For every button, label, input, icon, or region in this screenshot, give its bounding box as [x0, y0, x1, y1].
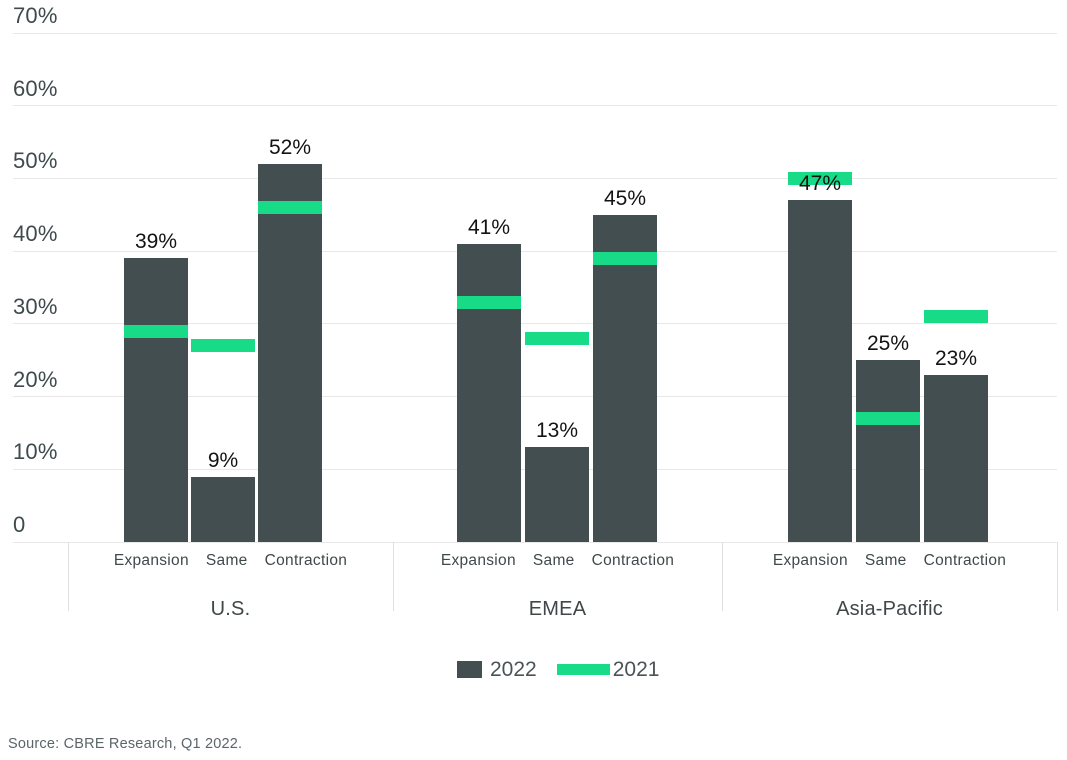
bar-value-label: 47% — [798, 172, 842, 196]
marker-2021-contraction — [593, 251, 657, 265]
gridline — [13, 177, 1057, 179]
gridline — [13, 541, 1057, 543]
group-separator — [393, 542, 394, 611]
marker-2021-expansion — [457, 295, 521, 309]
bar-value-label: 41% — [467, 215, 511, 239]
legend-swatch-2022 — [457, 661, 482, 678]
y-axis-label: 0 — [13, 512, 26, 537]
category-label: Same — [864, 552, 907, 569]
marker-2021-expansion — [788, 171, 852, 185]
group-label: EMEA — [528, 598, 587, 620]
group-label: Asia-Pacific — [836, 598, 943, 620]
bar-value-label: 25% — [866, 332, 910, 356]
y-axis-label: 30% — [13, 293, 58, 319]
category-label: Contraction — [591, 552, 675, 569]
bar-2022-contraction — [593, 214, 657, 542]
bar-2022-expansion — [788, 200, 852, 542]
bar-2022-same — [856, 360, 920, 542]
legend-item-2021: 2021 — [556, 658, 660, 681]
marker-2021-same — [856, 411, 920, 425]
category-label: Same — [205, 552, 248, 569]
gridline — [13, 396, 1057, 398]
bar-2022-same — [191, 476, 255, 542]
legend-item-2022: 2022 — [457, 658, 537, 681]
gridline — [13, 323, 1057, 325]
bar-value-label: 52% — [268, 135, 312, 159]
category-label: Same — [532, 552, 575, 569]
bar-value-label: 23% — [934, 346, 978, 370]
bar-2022-contraction — [924, 374, 988, 542]
marker-2021-same — [191, 339, 255, 353]
bar-2022-same — [525, 447, 589, 542]
y-axis-label: 60% — [13, 75, 58, 101]
legend-swatch-2021 — [556, 664, 610, 675]
marker-2021-expansion — [124, 324, 188, 338]
marker-2021-contraction — [924, 310, 988, 324]
category-label: Expansion — [440, 552, 516, 569]
marker-2021-contraction — [258, 201, 322, 214]
group-separator — [1057, 542, 1058, 611]
bar-2022-contraction — [258, 163, 322, 542]
bar-2022-expansion — [124, 258, 188, 542]
group-label: U.S. — [210, 598, 251, 620]
category-label-row: Expansion Same Contraction — [68, 552, 393, 570]
gridline — [13, 105, 1057, 107]
y-axis-label: 10% — [13, 439, 58, 465]
category-label: Contraction — [923, 552, 1007, 569]
group-separator — [722, 542, 723, 611]
group-separator — [68, 542, 69, 611]
category-label: Contraction — [264, 552, 348, 569]
y-axis-label: 50% — [13, 148, 58, 174]
bar-2022-expansion — [457, 243, 521, 542]
y-axis-label: 40% — [13, 221, 58, 247]
category-label-row: Expansion Same Contraction — [393, 552, 722, 570]
bar-value-label: 9% — [207, 448, 239, 472]
legend: 2022 2021 — [457, 658, 659, 681]
legend-label-2022: 2022 — [490, 658, 537, 681]
marker-2021-same — [525, 331, 589, 345]
gridline — [13, 32, 1057, 34]
y-axis-label: 20% — [13, 366, 58, 392]
bar-value-label: 39% — [134, 230, 178, 254]
y-axis-label: 70% — [13, 3, 58, 28]
category-label: Expansion — [113, 552, 189, 569]
source-note: Source: CBRE Research, Q1 2022. — [8, 736, 243, 752]
bar-value-label: 13% — [535, 419, 579, 443]
gridline — [13, 250, 1057, 252]
category-label-row: Expansion Same Contraction — [722, 552, 1057, 570]
legend-label-2021: 2021 — [612, 658, 660, 681]
bar-value-label: 45% — [603, 186, 647, 210]
category-label: Expansion — [772, 552, 848, 569]
